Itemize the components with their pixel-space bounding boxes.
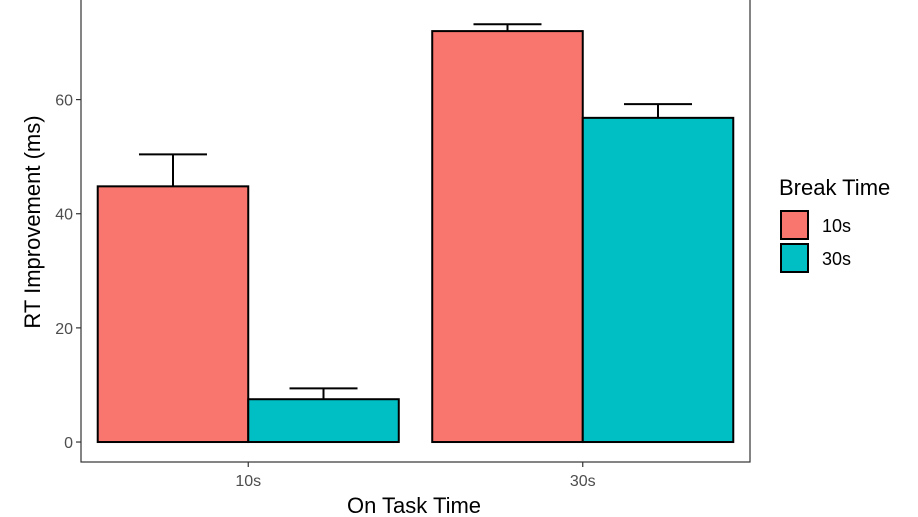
x-tick-label: 30s (570, 473, 596, 490)
legend-key-30s (780, 243, 809, 273)
bar-10s-30s (247, 398, 400, 444)
y-tick-label: 20 (55, 321, 73, 338)
x-tick-label: 10s (235, 473, 261, 490)
y-tick-label: 40 (55, 207, 73, 224)
legend-label-30s: 30s (822, 249, 851, 269)
y-tick-label: 60 (55, 93, 73, 110)
x-axis-title: On Task Time (347, 493, 481, 517)
legend: Break Time 10s 30s (779, 175, 890, 273)
y-tick-label: 0 (64, 435, 73, 452)
bar-30s-30s (581, 116, 735, 444)
y-axis-title: RT Improvement (ms) (20, 115, 45, 328)
plot-area: 0 20 40 60 10s 30s (55, 0, 751, 490)
bar-10s-10s (96, 185, 250, 444)
panel-border (80, 0, 751, 463)
bar-30s-10s (431, 30, 584, 444)
legend-key-10s (780, 210, 809, 240)
legend-title: Break Time (779, 175, 890, 200)
legend-label-10s: 10s (822, 216, 851, 236)
